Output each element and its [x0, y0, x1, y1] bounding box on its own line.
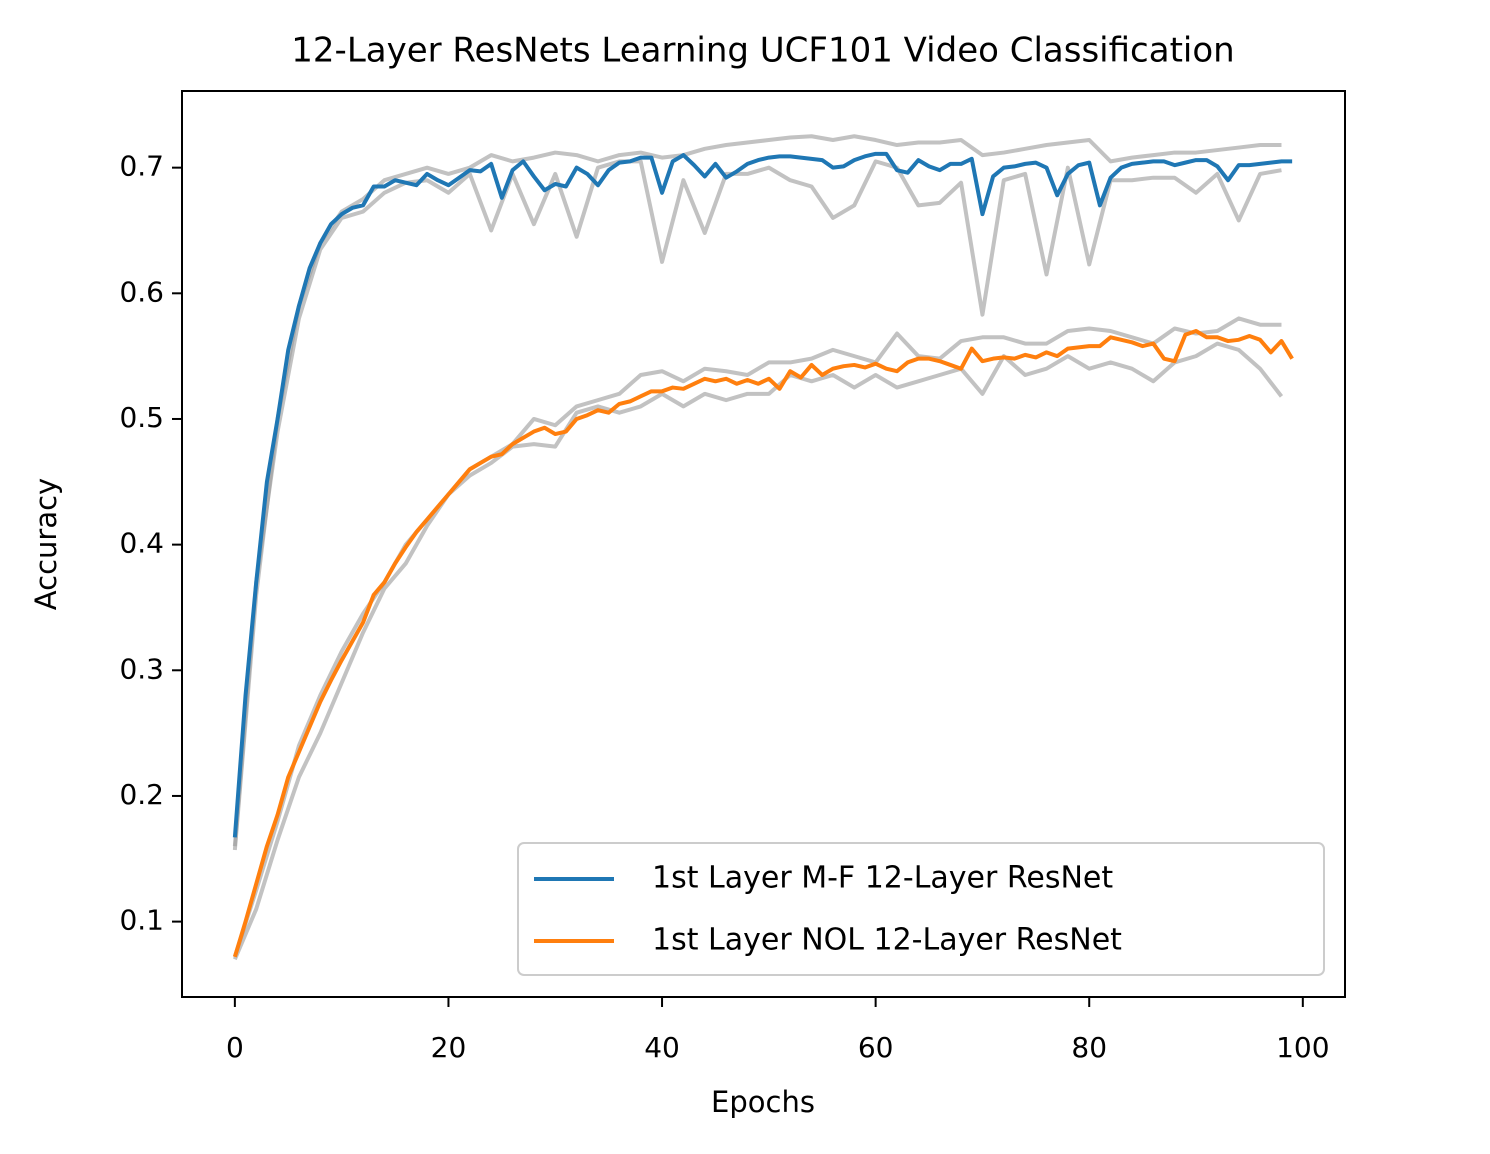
run-line	[233, 341, 1284, 961]
x-tick-label: 80	[1071, 1031, 1107, 1064]
x-tick-label: 100	[1276, 1031, 1329, 1064]
x-tick-label: 40	[644, 1031, 680, 1064]
x-axis-label: Epochs	[711, 1085, 815, 1119]
y-axis-label: Accuracy	[29, 478, 63, 610]
series-line	[232, 329, 1294, 958]
x-tick-label: 20	[431, 1031, 467, 1064]
y-tick-label: 0.7	[119, 150, 164, 183]
plot-frame	[181, 90, 1346, 998]
y-tick-label: 0.1	[119, 904, 164, 937]
y-tick-label: 0.4	[119, 527, 164, 560]
y-tick-label: 0.3	[119, 652, 164, 685]
x-tick-label: 60	[858, 1031, 894, 1064]
legend-label: 1st Layer M-F 12-Layer ResNet	[652, 861, 1113, 896]
legend-box	[517, 842, 1325, 976]
y-tick-label: 0.2	[119, 778, 164, 811]
chart-title: 12-Layer ResNets Learning UCF101 Video C…	[291, 31, 1234, 71]
legend-label: 1st Layer NOL 12-Layer ResNet	[652, 923, 1122, 958]
run-line	[232, 134, 1282, 851]
y-tick-label: 0.5	[119, 401, 164, 434]
x-tick-label: 0	[226, 1031, 244, 1064]
y-tick-label: 0.6	[119, 275, 164, 308]
series-line	[232, 151, 1293, 838]
